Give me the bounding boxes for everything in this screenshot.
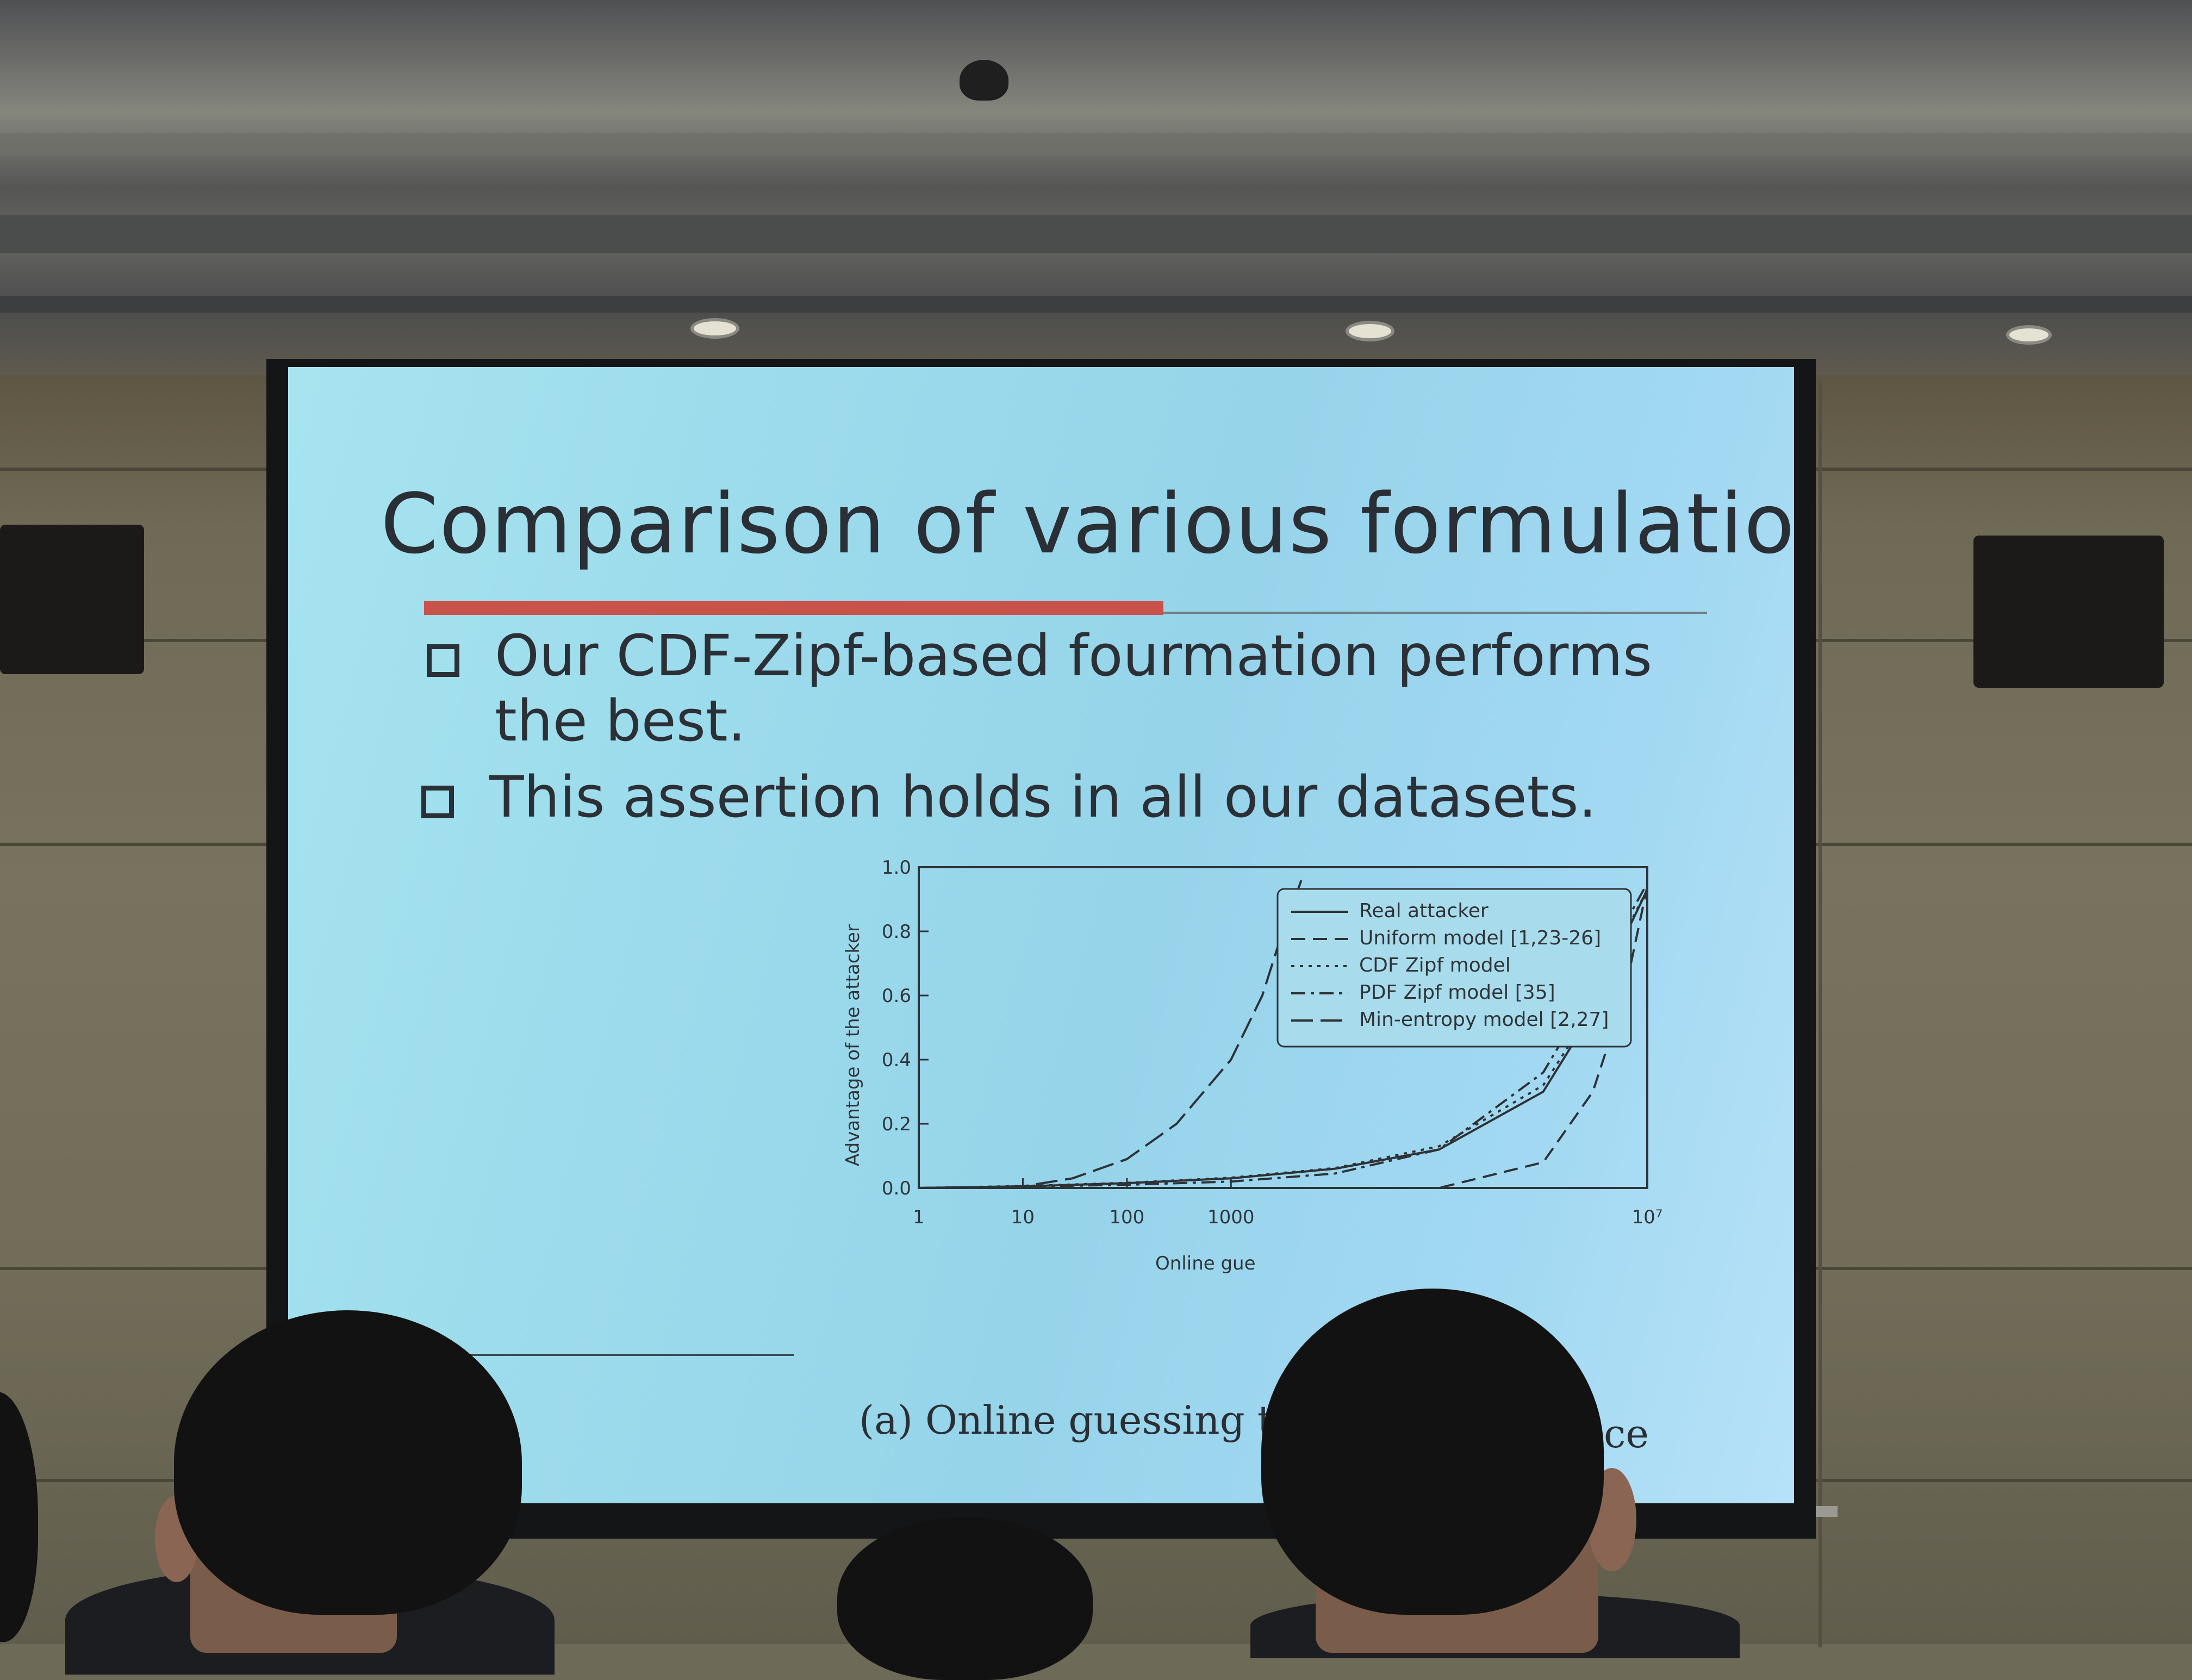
figure-caption: (a) Online guessing th xyxy=(859,1397,1298,1443)
legend-label: PDF Zipf model [35] xyxy=(1359,981,1555,1004)
audience-head xyxy=(837,1517,1093,1680)
presentation-slide: Comparison of various formulations Our C… xyxy=(288,367,1794,1503)
audience-head xyxy=(174,1310,522,1615)
y-axis-label: Advantage of the attacker xyxy=(842,924,864,1166)
x-tick-label: 1000 xyxy=(1207,1206,1255,1228)
smoke-detector xyxy=(960,60,1008,101)
x-tick-label: 10 xyxy=(1011,1206,1035,1228)
y-tick-label: 0.0 xyxy=(882,1178,911,1199)
x-tick-label: 100 xyxy=(1109,1206,1144,1228)
slide-title: Comparison of various formulations xyxy=(381,476,1794,572)
plot-frame xyxy=(918,866,1648,1189)
bullet-2: This assertion holds in all our datasets… xyxy=(489,764,1597,830)
y-tick-label: 0.6 xyxy=(882,985,911,1007)
legend-label: Min-entropy model [2,27] xyxy=(1359,1009,1609,1031)
ceiling-panel xyxy=(0,133,2192,156)
figure-caption-end: ce xyxy=(1604,1411,1649,1457)
y-tick-label: 0.4 xyxy=(882,1049,911,1071)
legend-label: CDF Zipf model xyxy=(1359,954,1511,976)
legend-box xyxy=(1276,888,1632,1048)
legend-label: Real attacker xyxy=(1359,900,1489,922)
y-tick-label: 0.8 xyxy=(882,921,911,943)
audience-head xyxy=(1261,1289,1604,1615)
wall-panel-line xyxy=(1819,381,1822,1647)
y-tick-label: 1.0 xyxy=(882,857,911,879)
y-tick-label: 0.2 xyxy=(882,1113,911,1135)
guessing-chart: 0.0 0.2 0.4 0.6 0.8 1.0 1 10 100 1000 10⁷ Advantage… xyxy=(842,857,1663,1274)
ceiling-light xyxy=(1346,321,1394,341)
title-underline xyxy=(424,601,1163,615)
x-tick-label: 10⁷ xyxy=(1632,1206,1663,1228)
x-tick-label: 1 xyxy=(913,1206,925,1228)
figure-rule xyxy=(451,1354,794,1356)
series-line-5 xyxy=(918,873,1305,1189)
ceiling-light xyxy=(690,318,739,339)
speaker xyxy=(0,525,144,674)
bullet-checkbox-icon xyxy=(421,786,454,818)
ceiling-panel xyxy=(0,296,2192,313)
ceiling xyxy=(0,0,2192,375)
speaker xyxy=(1973,536,2164,688)
bullet-1-line-1: Our CDF-Zipf-based fourmation performs xyxy=(495,623,1653,689)
bullet-checkbox-icon xyxy=(427,644,459,677)
title-rule xyxy=(1163,612,1707,614)
ceiling-panel xyxy=(0,215,2192,253)
bullet-1-line-2: the best. xyxy=(495,688,746,754)
legend-label: Uniform model [1,23-26] xyxy=(1359,927,1601,949)
ceiling-light xyxy=(2006,325,2052,345)
x-axis-label: Online gue xyxy=(1155,1253,1256,1274)
